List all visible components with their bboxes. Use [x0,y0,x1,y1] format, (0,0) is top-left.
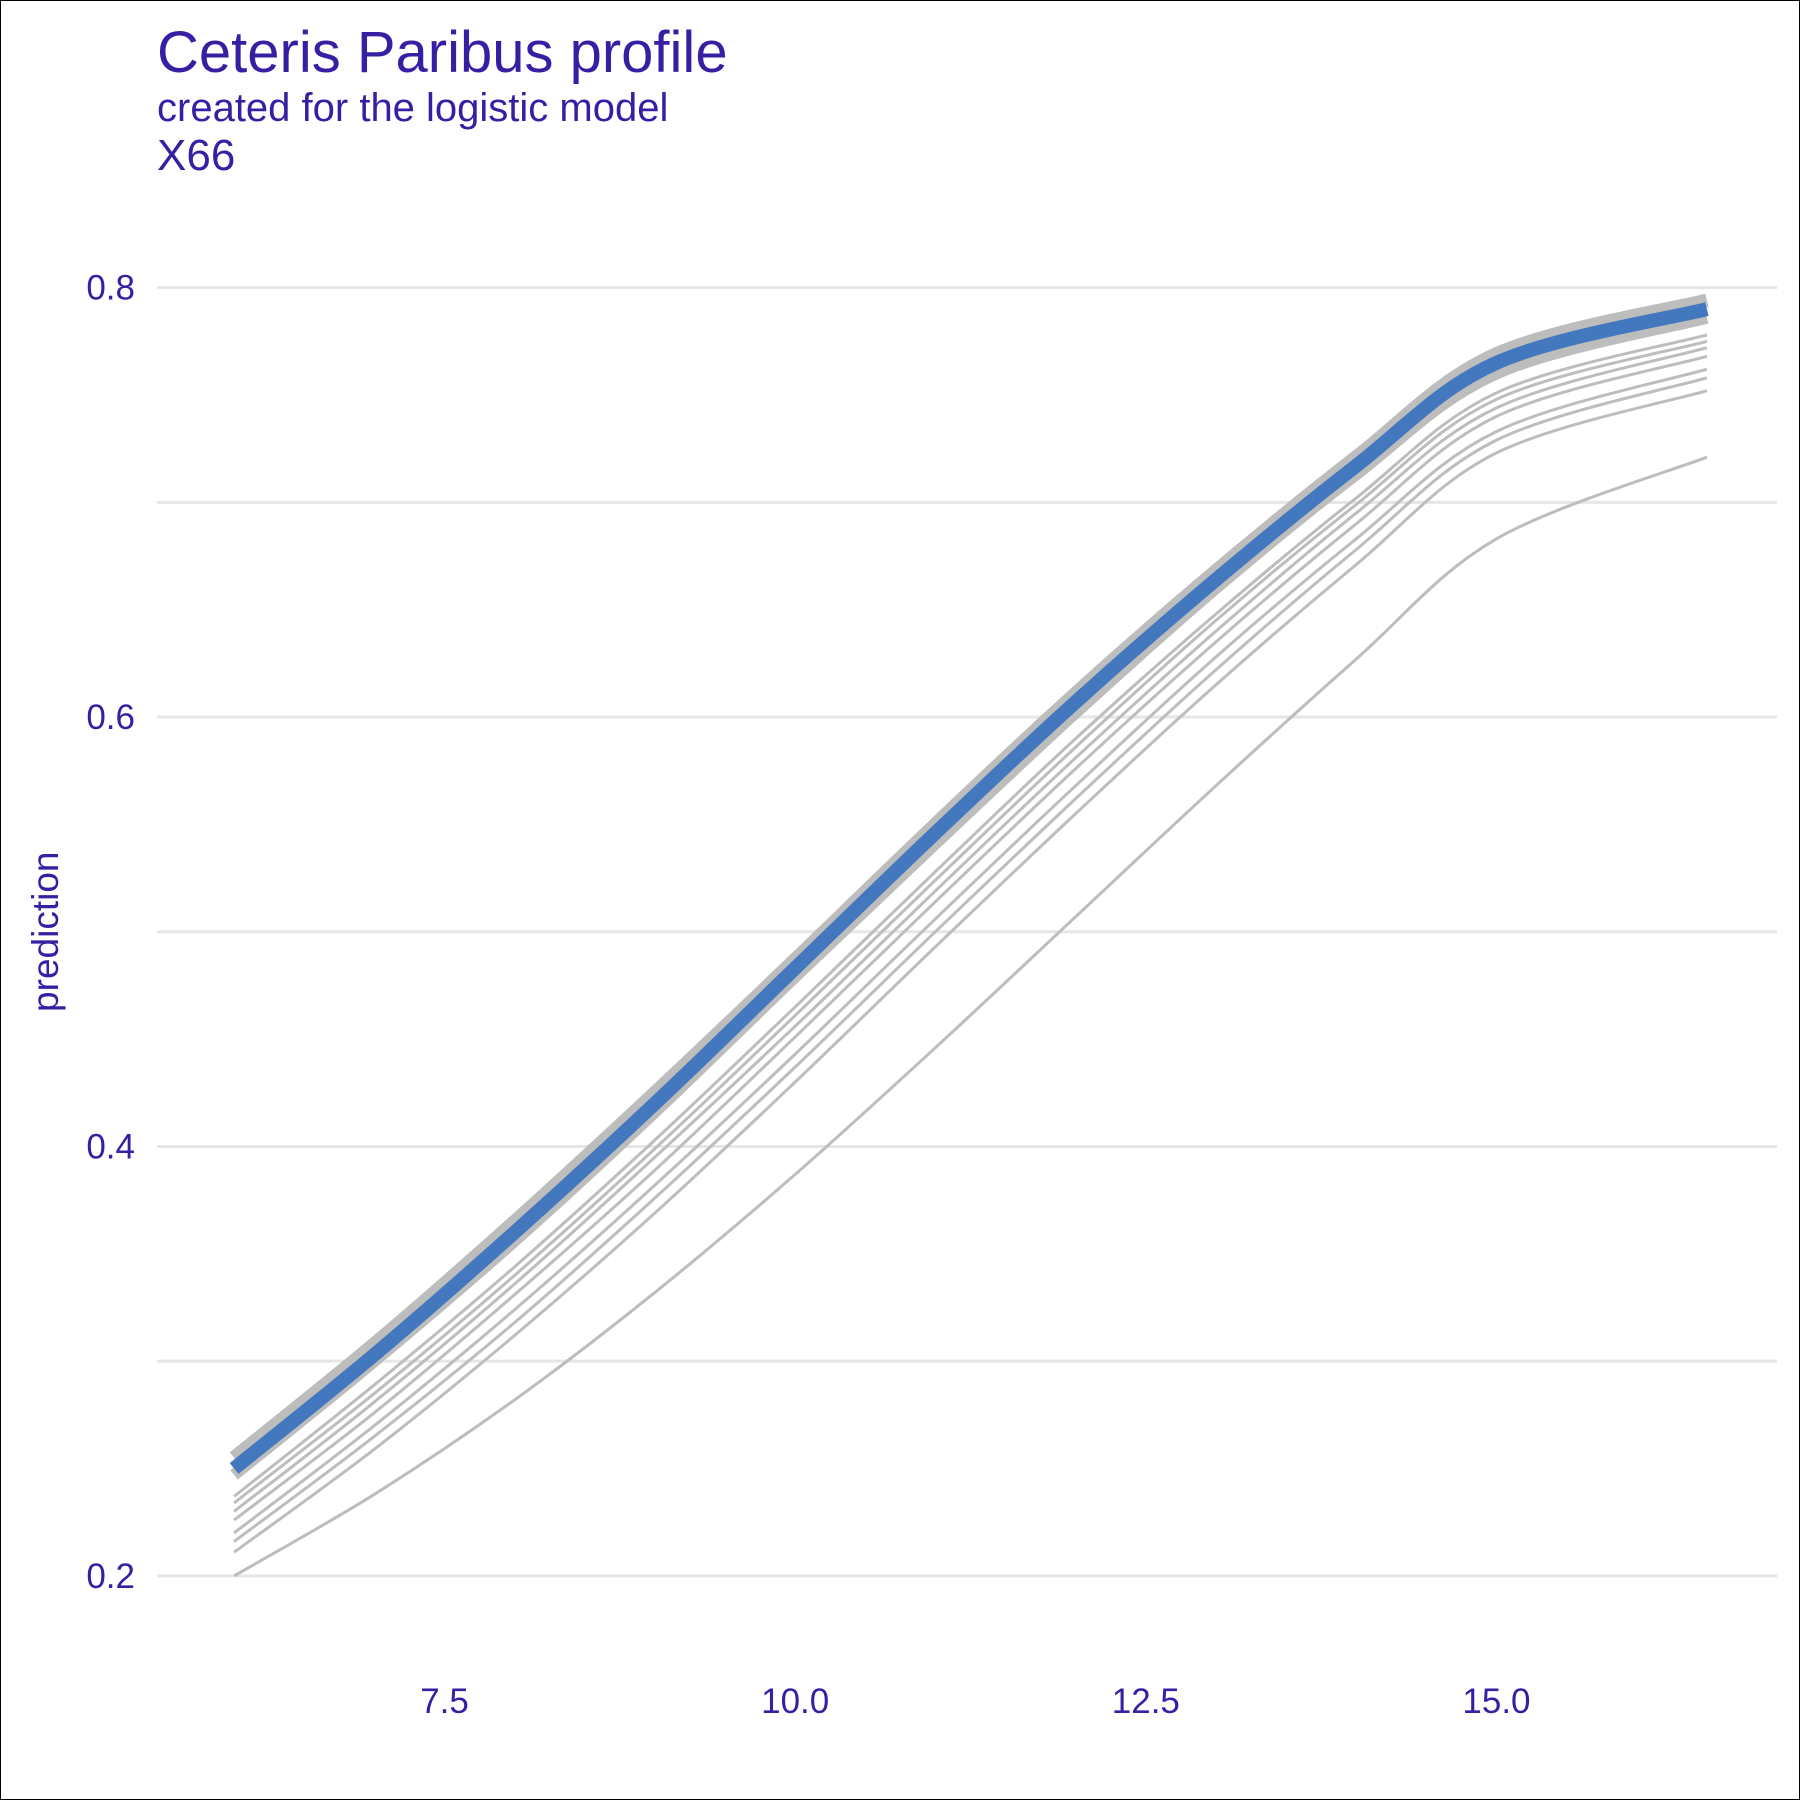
y-tick-label: 0.4 [86,1127,135,1166]
profile-line-5 [233,346,1708,1513]
highlighted-profile-line [229,302,1709,1474]
tick-labels: 7.5 10.0 12.5 15.0 0.2 0.4 0.6 0.8 [86,269,1530,1721]
x-tick-label: 15.0 [1462,1682,1530,1721]
chart-title: Ceteris Paribus profile [157,20,728,85]
y-tick-label: 0.8 [86,269,135,308]
highlighted-profile [229,302,1709,1474]
y-tick-label: 0.2 [86,1557,135,1596]
gridlines [157,286,1777,1578]
profile-line-7 [233,367,1708,1535]
profile-line-6 [233,354,1708,1522]
y-tick-label: 0.6 [86,698,135,737]
profile-line-10 [233,455,1708,1578]
chart-subtitle: created for the logistic model [157,86,669,130]
x-tick-label: 12.5 [1112,1682,1180,1721]
y-axis-label: prediction [25,852,66,1012]
profile-line-8 [233,376,1708,1543]
x-tick-label: 7.5 [420,1682,469,1721]
profile-line-9 [233,389,1708,1554]
profile-line-3 [233,333,1708,1498]
x-tick-label: 10.0 [761,1682,829,1721]
profile-line-4 [233,339,1708,1505]
profile-lines [229,293,1709,1578]
chart-variable-label: X66 [157,131,236,180]
